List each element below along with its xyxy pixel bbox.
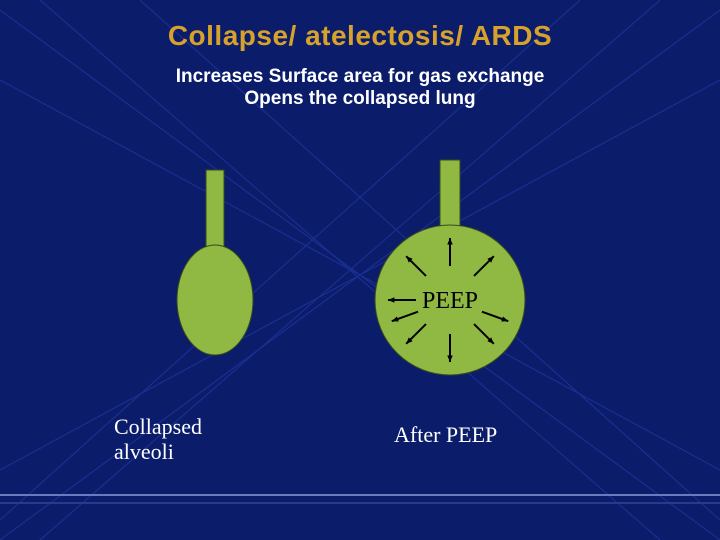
peep-text: PEEP xyxy=(422,288,478,314)
collapsed-alveoli-label-line1: Collapsed xyxy=(114,414,202,439)
collapsed-alveoli-label: Collapsed alveoli xyxy=(114,414,202,465)
after-peep-alveolus-diagram: PEEP xyxy=(0,0,720,540)
after-peep-label: After PEEP xyxy=(394,422,497,448)
collapsed-alveoli-label-line2: alveoli xyxy=(114,439,202,464)
footer-divider xyxy=(0,494,720,504)
